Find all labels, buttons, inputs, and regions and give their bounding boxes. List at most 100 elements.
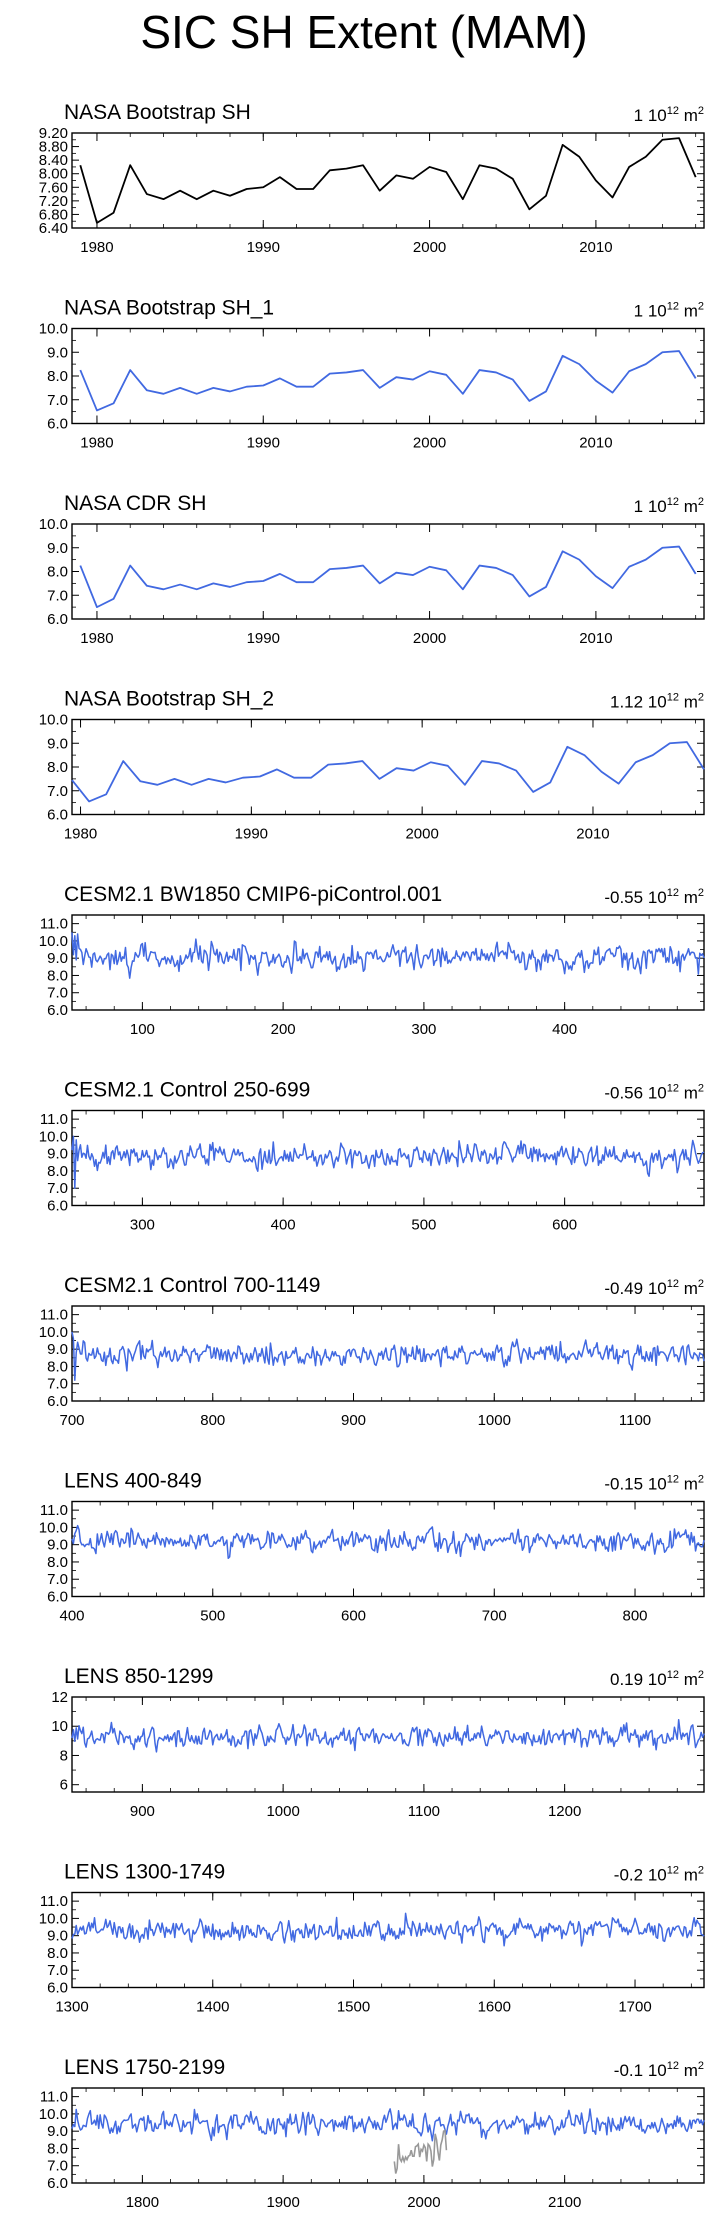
trend-label: 1.12 1012 m2 — [610, 692, 704, 712]
y-tick-label: 8.0 — [47, 368, 68, 385]
y-tick-label: 9.0 — [47, 950, 68, 967]
x-tick-label: 400 — [271, 1217, 296, 1234]
series-line — [71, 2108, 705, 2142]
x-tick-label: 1100 — [408, 1803, 440, 1820]
trend-value: -0.15 10 — [604, 1475, 666, 1494]
trend-suffix: m — [679, 693, 698, 712]
x-tick-label: 900 — [130, 1803, 155, 1820]
trend-label: 1 1012 m2 — [634, 496, 704, 516]
x-tick-label: 1980 — [64, 826, 97, 843]
y-tick-label: 8.0 — [47, 2140, 68, 2157]
trend-suffix-exponent: 2 — [698, 1865, 704, 1877]
trend-suffix-exponent: 2 — [698, 1474, 704, 1486]
panel-title: LENS 1750-2199 — [64, 2056, 225, 2079]
x-tick-label: 600 — [341, 1608, 366, 1625]
y-tick-label: 9.20 — [39, 125, 68, 142]
y-tick-label: 6.0 — [47, 1589, 68, 1606]
series-line — [79, 545, 697, 609]
y-tick-label: 9.0 — [47, 540, 68, 557]
trend-suffix-exponent: 2 — [698, 1669, 704, 1681]
y-tick-label: 9.0 — [47, 1341, 68, 1358]
trend-suffix-exponent: 2 — [698, 1278, 704, 1290]
trend-suffix: m — [679, 1670, 698, 1689]
plot-frame — [71, 1891, 705, 1989]
panel-title: CESM2.1 Control 250-699 — [64, 1079, 310, 1102]
panel-8: LENS 400-849 -0.15 1012 m2 6.07.08.09.010.… — [39, 1470, 705, 1625]
panel-title: LENS 1300-1749 — [64, 1861, 225, 1884]
y-tick-label: 11.0 — [40, 916, 68, 933]
y-tick-label: 8.0 — [47, 1358, 68, 1375]
y-tick-label: 11.0 — [40, 1307, 68, 1324]
trend-label: -0.2 1012 m2 — [614, 1865, 704, 1885]
panel-6: CESM2.1 Control 250-699 -0.56 1012 m2 6.07… — [39, 1079, 705, 1234]
trend-value: 1 10 — [634, 106, 667, 125]
y-tick-label: 6.0 — [47, 611, 68, 628]
trend-label: -0.49 1012 m2 — [604, 1278, 704, 1298]
plot-frame — [71, 132, 705, 229]
y-tick-label: 6.0 — [47, 2175, 68, 2192]
x-tick-label: 2010 — [579, 630, 612, 647]
x-tick-label: 600 — [552, 1217, 577, 1234]
y-tick-label: 8.00 — [39, 166, 68, 183]
y-tick-label: 7.0 — [47, 587, 68, 604]
x-tick-label: 2010 — [579, 435, 612, 452]
trend-suffix: m — [679, 497, 698, 516]
x-tick-label: 1000 — [266, 1803, 299, 1820]
x-tick-label: 2000 — [413, 630, 446, 647]
trend-exponent: 12 — [667, 105, 679, 117]
trend-value: -0.56 10 — [604, 1084, 666, 1103]
x-tick-label: 1990 — [247, 435, 280, 452]
trend-label: 1 1012 m2 — [634, 301, 704, 321]
x-tick-label: 1900 — [266, 2194, 299, 2211]
y-tick-label: 10.0 — [39, 933, 68, 950]
figure-title: SIC SH Extent (MAM) — [140, 6, 588, 58]
observed-overlay-line — [393, 2128, 448, 2174]
y-tick-label: 8.0 — [47, 1945, 68, 1962]
plot-frame — [71, 914, 705, 1011]
y-tick-label: 10.0 — [39, 712, 68, 729]
trend-label: 0.19 1012 m2 — [610, 1669, 704, 1689]
y-tick-label: 6.0 — [47, 1393, 68, 1410]
y-tick-label: 8.40 — [39, 152, 68, 169]
y-tick-label: 7.0 — [47, 985, 68, 1002]
x-tick-label: 1600 — [478, 1999, 511, 2016]
y-tick-label: 8 — [60, 1747, 68, 1764]
trend-suffix-exponent: 2 — [698, 301, 704, 313]
panel-title: NASA Bootstrap SH — [64, 101, 251, 124]
y-tick-label: 7.0 — [47, 1962, 68, 1979]
y-tick-label: 10.0 — [39, 1128, 68, 1145]
y-tick-label: 8.0 — [47, 967, 68, 984]
x-tick-label: 800 — [200, 1412, 225, 1429]
panel-title: CESM2.1 Control 700-1149 — [64, 1274, 320, 1297]
y-tick-label: 7.0 — [47, 1180, 68, 1197]
panel-title: CESM2.1 BW1850 CMIP6-piControl.001 — [64, 883, 442, 906]
plot-frame — [71, 1696, 705, 1793]
panel-11: LENS 1750-2199 -0.1 1012 m2 6.07.08.09.010… — [39, 2056, 705, 2211]
trend-value: -0.55 10 — [604, 888, 666, 907]
trend-label: 1 1012 m2 — [634, 105, 704, 125]
trend-exponent: 12 — [667, 1669, 679, 1681]
x-tick-label: 1800 — [126, 2194, 159, 2211]
plot-frame — [71, 718, 705, 816]
panel-7: CESM2.1 Control 700-1149 -0.49 1012 m2 6.0… — [39, 1274, 705, 1429]
trend-suffix: m — [679, 106, 698, 125]
x-tick-label: 500 — [411, 1217, 436, 1234]
y-tick-label: 10 — [51, 1718, 68, 1735]
trend-exponent: 12 — [667, 1474, 679, 1486]
x-tick-label: 1990 — [235, 826, 268, 843]
x-tick-label: 200 — [271, 1021, 296, 1038]
trend-exponent: 12 — [667, 496, 679, 508]
series-line — [71, 741, 705, 803]
x-tick-label: 1000 — [478, 1412, 511, 1429]
x-tick-label: 700 — [59, 1412, 84, 1429]
y-tick-label: 7.0 — [47, 783, 68, 800]
x-tick-label: 1990 — [247, 239, 280, 256]
series-line — [71, 1331, 705, 1382]
trend-suffix: m — [679, 302, 698, 321]
trend-value: -0.2 10 — [614, 1866, 667, 1885]
y-tick-label: 6.0 — [47, 1980, 68, 1997]
trend-exponent: 12 — [667, 1083, 679, 1095]
panel-5: CESM2.1 BW1850 CMIP6-piControl.001 -0.55 … — [39, 883, 705, 1038]
y-tick-label: 9.0 — [47, 1928, 68, 1945]
